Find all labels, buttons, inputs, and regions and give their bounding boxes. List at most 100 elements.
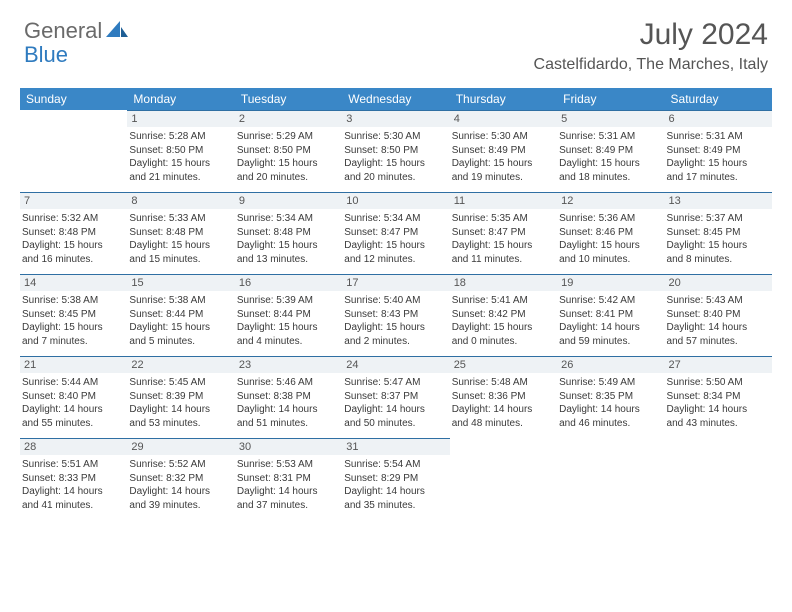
brand-sail-icon <box>106 19 128 44</box>
day-details: Sunrise: 5:38 AMSunset: 8:44 PMDaylight:… <box>127 291 234 348</box>
calendar-cell: 8Sunrise: 5:33 AMSunset: 8:48 PMDaylight… <box>127 192 234 274</box>
day-details: Sunrise: 5:49 AMSunset: 8:35 PMDaylight:… <box>557 373 664 430</box>
calendar-cell: 26Sunrise: 5:49 AMSunset: 8:35 PMDayligh… <box>557 356 664 438</box>
day-details: Sunrise: 5:37 AMSunset: 8:45 PMDaylight:… <box>665 209 772 266</box>
location-text: Castelfidardo, The Marches, Italy <box>534 56 768 74</box>
calendar-week: 1Sunrise: 5:28 AMSunset: 8:50 PMDaylight… <box>20 110 772 192</box>
calendar-cell: 5Sunrise: 5:31 AMSunset: 8:49 PMDaylight… <box>557 110 664 192</box>
day-details: Sunrise: 5:44 AMSunset: 8:40 PMDaylight:… <box>20 373 127 430</box>
calendar-cell: 10Sunrise: 5:34 AMSunset: 8:47 PMDayligh… <box>342 192 449 274</box>
calendar-cell: 11Sunrise: 5:35 AMSunset: 8:47 PMDayligh… <box>450 192 557 274</box>
day-number: 17 <box>342 274 449 291</box>
brand-part2: Blue <box>24 42 68 67</box>
day-number: 25 <box>450 356 557 373</box>
brand-part1: General <box>24 18 102 44</box>
calendar-cell <box>450 438 557 520</box>
day-number: 21 <box>20 356 127 373</box>
day-details: Sunrise: 5:40 AMSunset: 8:43 PMDaylight:… <box>342 291 449 348</box>
weekday-header: Sunday <box>20 88 127 110</box>
day-number: 27 <box>665 356 772 373</box>
calendar-cell <box>557 438 664 520</box>
calendar-cell: 16Sunrise: 5:39 AMSunset: 8:44 PMDayligh… <box>235 274 342 356</box>
calendar-cell: 18Sunrise: 5:41 AMSunset: 8:42 PMDayligh… <box>450 274 557 356</box>
day-details: Sunrise: 5:45 AMSunset: 8:39 PMDaylight:… <box>127 373 234 430</box>
header: General July 2024 Castelfidardo, The Mar… <box>0 0 792 82</box>
day-number: 1 <box>127 110 234 127</box>
day-details: Sunrise: 5:30 AMSunset: 8:49 PMDaylight:… <box>450 127 557 184</box>
title-block: July 2024 Castelfidardo, The Marches, It… <box>534 18 768 74</box>
calendar-cell: 21Sunrise: 5:44 AMSunset: 8:40 PMDayligh… <box>20 356 127 438</box>
calendar-table: SundayMondayTuesdayWednesdayThursdayFrid… <box>20 88 772 520</box>
day-number: 2 <box>235 110 342 127</box>
calendar-cell: 29Sunrise: 5:52 AMSunset: 8:32 PMDayligh… <box>127 438 234 520</box>
calendar-cell: 17Sunrise: 5:40 AMSunset: 8:43 PMDayligh… <box>342 274 449 356</box>
calendar-cell: 1Sunrise: 5:28 AMSunset: 8:50 PMDaylight… <box>127 110 234 192</box>
day-number: 4 <box>450 110 557 127</box>
day-details: Sunrise: 5:46 AMSunset: 8:38 PMDaylight:… <box>235 373 342 430</box>
calendar-cell: 13Sunrise: 5:37 AMSunset: 8:45 PMDayligh… <box>665 192 772 274</box>
day-details: Sunrise: 5:29 AMSunset: 8:50 PMDaylight:… <box>235 127 342 184</box>
calendar-head: SundayMondayTuesdayWednesdayThursdayFrid… <box>20 88 772 110</box>
day-details: Sunrise: 5:34 AMSunset: 8:47 PMDaylight:… <box>342 209 449 266</box>
calendar-cell <box>20 110 127 192</box>
calendar-cell: 4Sunrise: 5:30 AMSunset: 8:49 PMDaylight… <box>450 110 557 192</box>
weekday-header: Thursday <box>450 88 557 110</box>
calendar-week: 14Sunrise: 5:38 AMSunset: 8:45 PMDayligh… <box>20 274 772 356</box>
day-details: Sunrise: 5:52 AMSunset: 8:32 PMDaylight:… <box>127 455 234 512</box>
day-number: 29 <box>127 438 234 455</box>
day-number: 15 <box>127 274 234 291</box>
month-title: July 2024 <box>534 18 768 52</box>
day-number: 8 <box>127 192 234 209</box>
day-details: Sunrise: 5:42 AMSunset: 8:41 PMDaylight:… <box>557 291 664 348</box>
day-number: 5 <box>557 110 664 127</box>
day-details: Sunrise: 5:32 AMSunset: 8:48 PMDaylight:… <box>20 209 127 266</box>
calendar-week: 7Sunrise: 5:32 AMSunset: 8:48 PMDaylight… <box>20 192 772 274</box>
day-details: Sunrise: 5:38 AMSunset: 8:45 PMDaylight:… <box>20 291 127 348</box>
day-number: 16 <box>235 274 342 291</box>
day-number: 13 <box>665 192 772 209</box>
day-details: Sunrise: 5:48 AMSunset: 8:36 PMDaylight:… <box>450 373 557 430</box>
calendar-cell: 6Sunrise: 5:31 AMSunset: 8:49 PMDaylight… <box>665 110 772 192</box>
day-details: Sunrise: 5:36 AMSunset: 8:46 PMDaylight:… <box>557 209 664 266</box>
day-number: 24 <box>342 356 449 373</box>
calendar-cell: 7Sunrise: 5:32 AMSunset: 8:48 PMDaylight… <box>20 192 127 274</box>
calendar-cell: 19Sunrise: 5:42 AMSunset: 8:41 PMDayligh… <box>557 274 664 356</box>
day-number: 28 <box>20 438 127 455</box>
brand-part2-wrap: Blue <box>24 42 68 68</box>
weekday-header: Friday <box>557 88 664 110</box>
calendar-cell: 25Sunrise: 5:48 AMSunset: 8:36 PMDayligh… <box>450 356 557 438</box>
day-number: 10 <box>342 192 449 209</box>
day-number: 7 <box>20 192 127 209</box>
weekday-header: Tuesday <box>235 88 342 110</box>
day-details: Sunrise: 5:28 AMSunset: 8:50 PMDaylight:… <box>127 127 234 184</box>
calendar-cell: 24Sunrise: 5:47 AMSunset: 8:37 PMDayligh… <box>342 356 449 438</box>
calendar-cell: 14Sunrise: 5:38 AMSunset: 8:45 PMDayligh… <box>20 274 127 356</box>
calendar-cell: 12Sunrise: 5:36 AMSunset: 8:46 PMDayligh… <box>557 192 664 274</box>
calendar-cell: 27Sunrise: 5:50 AMSunset: 8:34 PMDayligh… <box>665 356 772 438</box>
day-number: 12 <box>557 192 664 209</box>
calendar-cell: 28Sunrise: 5:51 AMSunset: 8:33 PMDayligh… <box>20 438 127 520</box>
calendar-cell: 2Sunrise: 5:29 AMSunset: 8:50 PMDaylight… <box>235 110 342 192</box>
weekday-header: Saturday <box>665 88 772 110</box>
day-details: Sunrise: 5:30 AMSunset: 8:50 PMDaylight:… <box>342 127 449 184</box>
weekday-row: SundayMondayTuesdayWednesdayThursdayFrid… <box>20 88 772 110</box>
day-details: Sunrise: 5:54 AMSunset: 8:29 PMDaylight:… <box>342 455 449 512</box>
day-details: Sunrise: 5:35 AMSunset: 8:47 PMDaylight:… <box>450 209 557 266</box>
weekday-header: Wednesday <box>342 88 449 110</box>
day-number: 23 <box>235 356 342 373</box>
day-number: 9 <box>235 192 342 209</box>
calendar-cell: 20Sunrise: 5:43 AMSunset: 8:40 PMDayligh… <box>665 274 772 356</box>
day-number: 14 <box>20 274 127 291</box>
day-number: 31 <box>342 438 449 455</box>
calendar-cell: 23Sunrise: 5:46 AMSunset: 8:38 PMDayligh… <box>235 356 342 438</box>
calendar-cell <box>665 438 772 520</box>
day-details: Sunrise: 5:39 AMSunset: 8:44 PMDaylight:… <box>235 291 342 348</box>
day-number: 11 <box>450 192 557 209</box>
day-details: Sunrise: 5:53 AMSunset: 8:31 PMDaylight:… <box>235 455 342 512</box>
calendar-week: 28Sunrise: 5:51 AMSunset: 8:33 PMDayligh… <box>20 438 772 520</box>
day-details: Sunrise: 5:31 AMSunset: 8:49 PMDaylight:… <box>665 127 772 184</box>
calendar-cell: 22Sunrise: 5:45 AMSunset: 8:39 PMDayligh… <box>127 356 234 438</box>
day-details: Sunrise: 5:50 AMSunset: 8:34 PMDaylight:… <box>665 373 772 430</box>
day-details: Sunrise: 5:41 AMSunset: 8:42 PMDaylight:… <box>450 291 557 348</box>
calendar-cell: 30Sunrise: 5:53 AMSunset: 8:31 PMDayligh… <box>235 438 342 520</box>
